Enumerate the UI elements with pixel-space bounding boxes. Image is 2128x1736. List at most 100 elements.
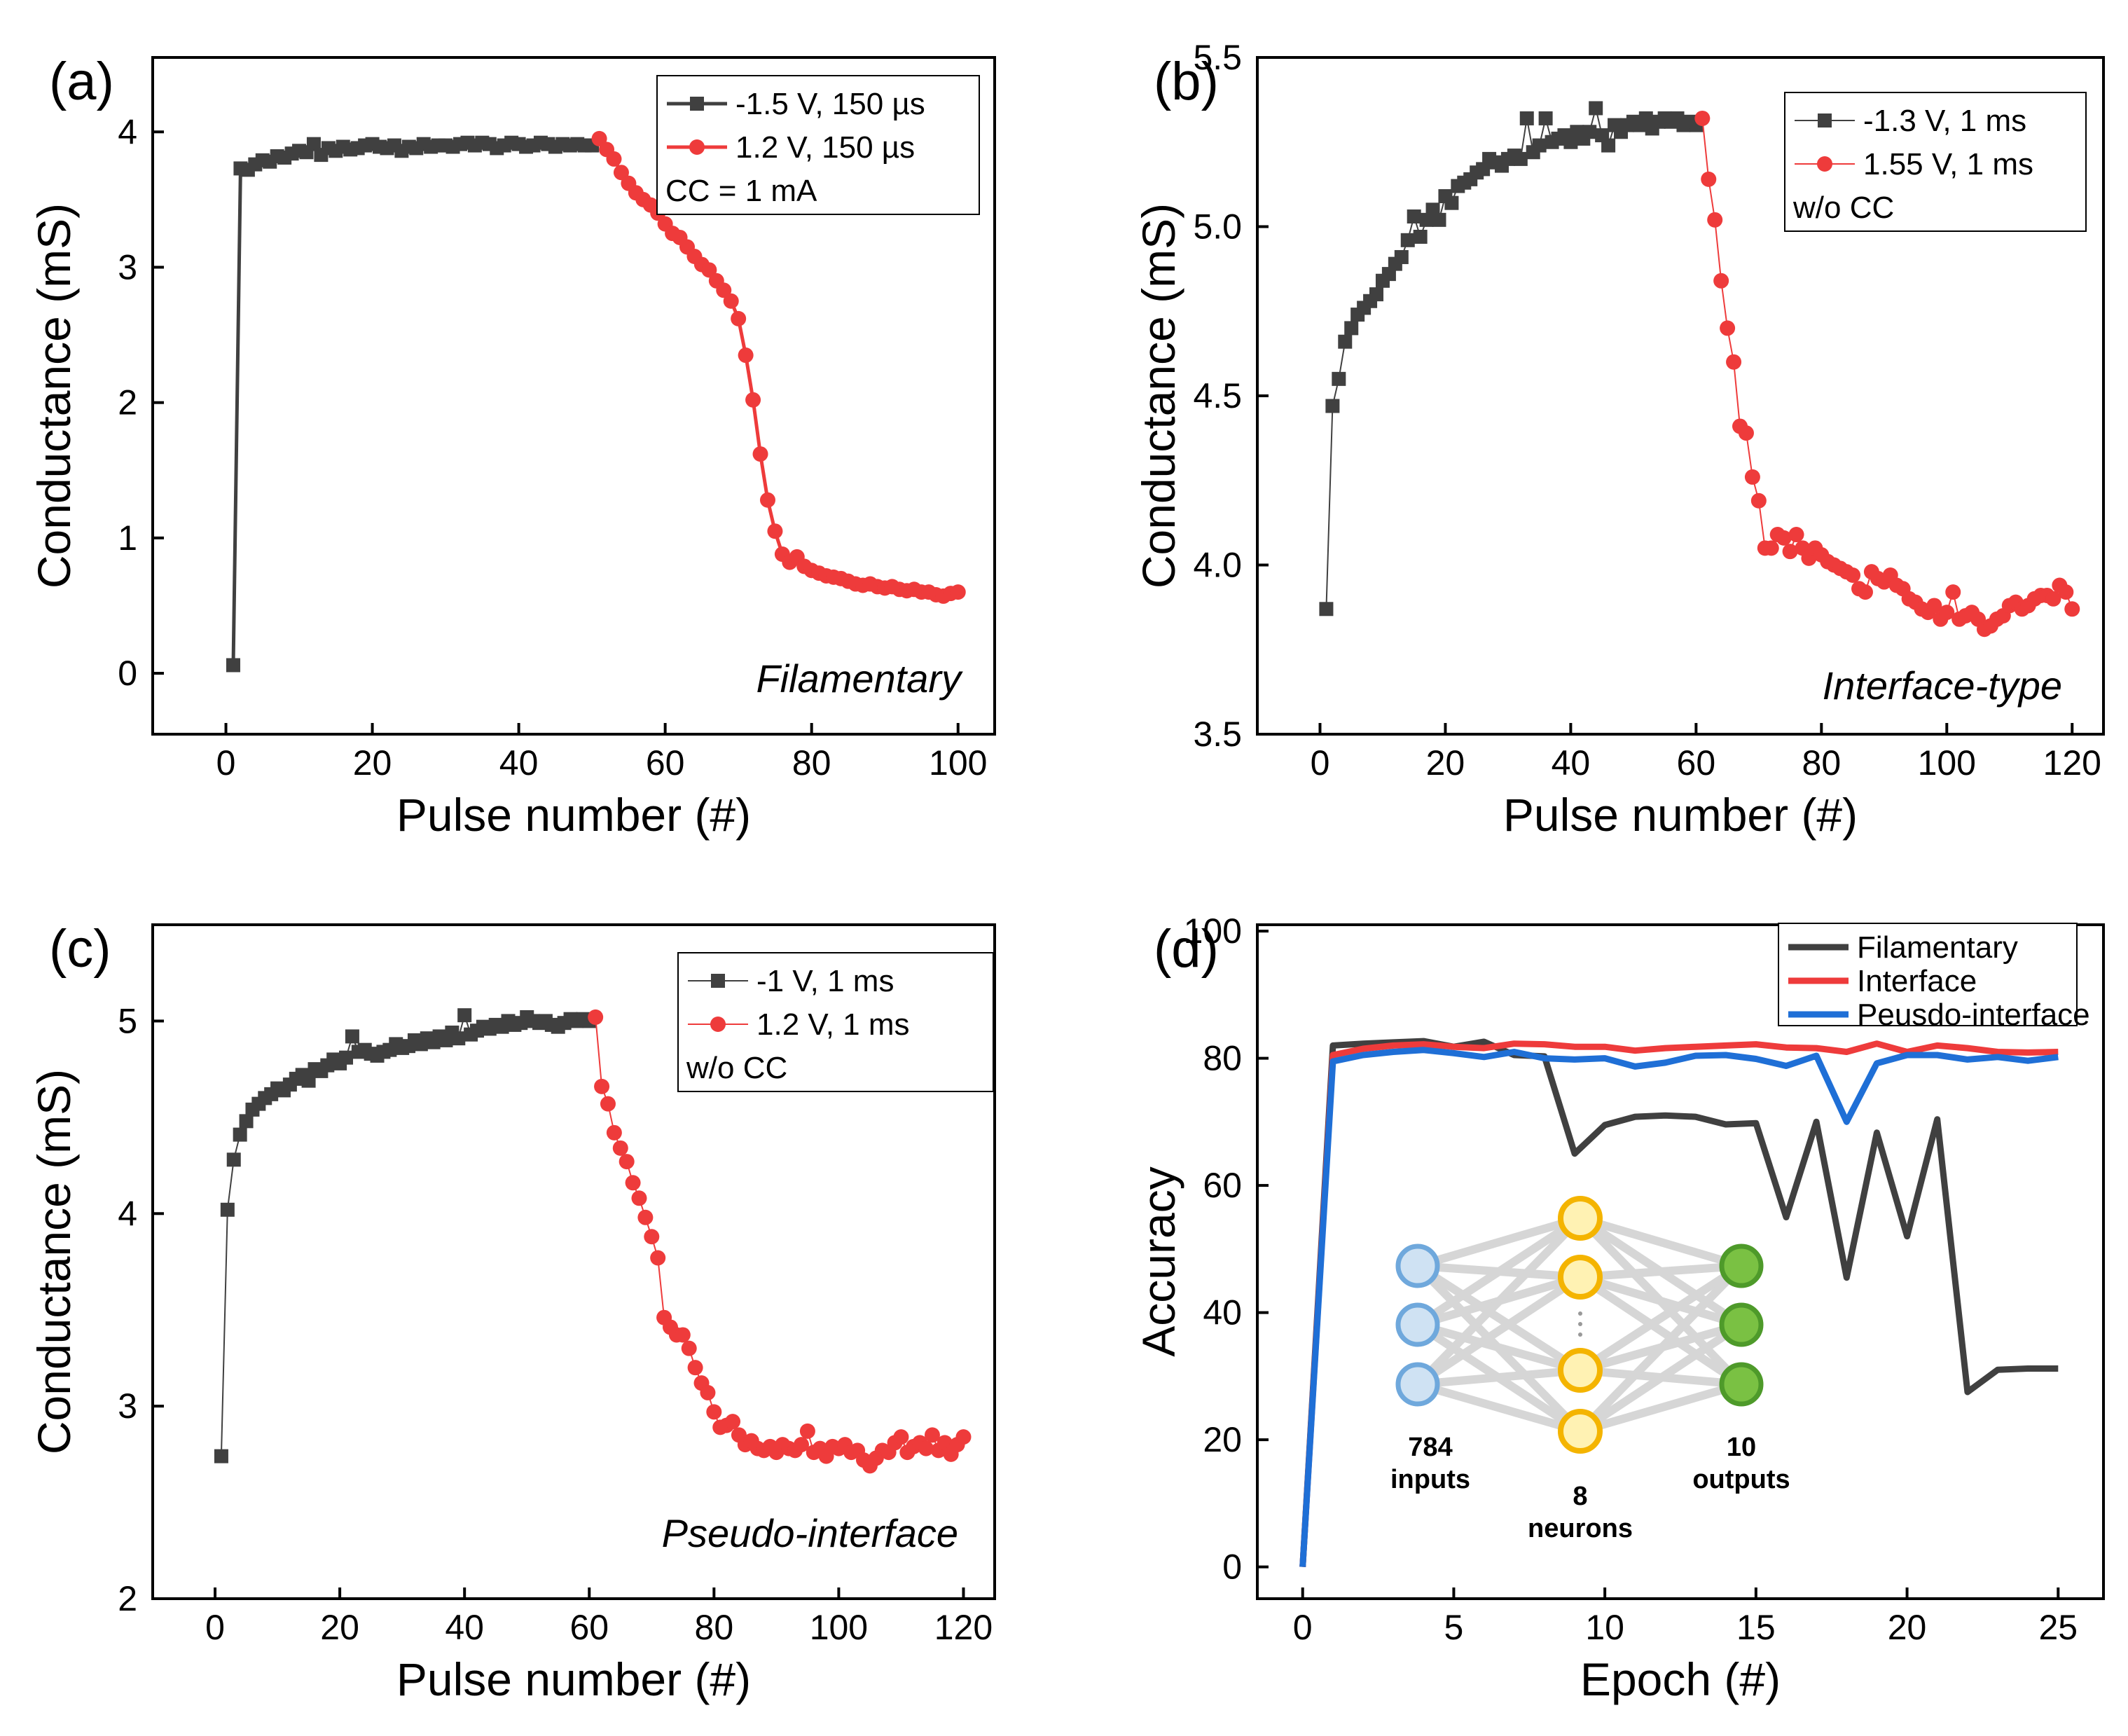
connection (1417, 1366, 1581, 1389)
data-point (650, 1250, 666, 1266)
panel-0: 0 20 40 60 80 100 0 1 2 3 4 Pulse number (#) Conduct… (28, 52, 996, 841)
ellipsis-dot (1578, 1311, 1582, 1316)
legend-label: -1 V, 1 ms (756, 964, 894, 998)
x-axis-title: Epoch (#) (1580, 1653, 1781, 1705)
data-point (1726, 354, 1742, 370)
x-tick-label: 80 (1802, 743, 1842, 783)
device-type-annotation: Pseudo-interface (662, 1511, 958, 1555)
legend: -1.3 V, 1 ms 1.55 V, 1 ms w/o CC (1784, 92, 2087, 232)
legend-label: Peusdo-interface (1857, 998, 2090, 1032)
output-neuron (1719, 1302, 1764, 1347)
y-tick-label: 0 (1222, 1548, 1242, 1587)
x-tick-label: 0 (216, 743, 236, 783)
data-point (1750, 492, 1767, 509)
y-tick-label: 4.0 (1193, 546, 1242, 585)
y-tick-label: 5.0 (1193, 207, 1242, 247)
y-tick-label: 4 (118, 112, 137, 151)
data-point (625, 1175, 641, 1191)
data-point (1319, 602, 1334, 616)
y-axis-title: Conductance (mS) (28, 203, 80, 588)
y-tick-label: 4 (118, 1194, 137, 1233)
y-tick-label: 100 (1184, 911, 1242, 951)
data-point (1707, 212, 1723, 228)
data-point (918, 1440, 934, 1456)
data-point (1713, 273, 1729, 289)
y-tick-label: 60 (1203, 1166, 1242, 1205)
data-point (1582, 125, 1597, 139)
device-type-annotation: Interface-type (1823, 663, 2062, 708)
legend-marker-0 (690, 97, 704, 111)
data-point (745, 392, 761, 408)
input-neuron (1395, 1362, 1440, 1407)
data-point (600, 1096, 616, 1112)
data-point (1776, 530, 1792, 546)
data-point (226, 658, 240, 673)
x-tick-label: 40 (445, 1608, 484, 1647)
legend-label: 1.2 V, 150 µs (735, 130, 915, 165)
y-tick-label: 80 (1203, 1039, 1242, 1078)
legend-label: -1.3 V, 1 ms (1863, 104, 2026, 138)
series-line-0 (220, 1014, 590, 1456)
data-point (591, 130, 607, 146)
x-tick-label: 60 (646, 743, 685, 783)
x-axis-title: Pulse number (#) (1503, 789, 1858, 841)
data-point (1945, 584, 1961, 600)
data-point (2064, 601, 2080, 617)
legend-marker-1 (710, 1017, 726, 1032)
data-point (1857, 584, 1873, 600)
data-point (1694, 110, 1711, 126)
inset-label: 8 (1573, 1482, 1587, 1511)
data-point (1538, 111, 1553, 125)
data-point (588, 1009, 604, 1025)
x-tick-label: 0 (1311, 743, 1330, 783)
y-tick-label: 5 (118, 1001, 137, 1040)
connection (1580, 1262, 1742, 1281)
data-point (631, 1190, 647, 1206)
x-tick-label: 60 (569, 1608, 609, 1647)
legend-note: w/o CC (1792, 191, 1894, 225)
x-tick-label: 40 (499, 743, 539, 783)
inset-label: outputs (1692, 1465, 1790, 1494)
legend-marker-1 (689, 139, 705, 155)
legend: -1 V, 1 ms 1.2 V, 1 ms w/o CC (677, 952, 994, 1092)
data-point (1519, 111, 1534, 125)
data-point (799, 1423, 815, 1439)
data-point (700, 1384, 716, 1400)
data-point (239, 1114, 254, 1129)
hidden-neuron (1558, 1409, 1603, 1454)
data-point (619, 1154, 635, 1170)
x-tick-label: 0 (1293, 1608, 1313, 1647)
panel-label: (d) (1154, 919, 1219, 979)
y-tick-label: 2 (118, 1579, 137, 1618)
x-tick-label: 80 (792, 743, 831, 783)
x-tick-label: 40 (1552, 743, 1591, 783)
data-point (306, 137, 321, 151)
data-point (1513, 151, 1528, 166)
y-tick-label: 3 (118, 1386, 137, 1426)
data-point (1788, 527, 1804, 543)
output-neuron (1719, 1362, 1764, 1407)
connection (1577, 1262, 1744, 1375)
data-point (339, 1050, 354, 1065)
data-point (1369, 287, 1384, 302)
data-point (1338, 334, 1353, 349)
connection (1579, 1380, 1743, 1435)
x-axis-title: Pulse number (#) (396, 789, 751, 841)
connection (1414, 1215, 1584, 1388)
data-point (1744, 469, 1760, 485)
connection (1577, 1274, 1744, 1388)
legend-marker-1 (1817, 156, 1832, 172)
data-point (1400, 233, 1415, 247)
legend-label: 1.55 V, 1 ms (1863, 147, 2033, 181)
y-tick-label: 3 (118, 247, 137, 287)
data-point (1432, 212, 1446, 227)
data-point (1394, 249, 1409, 264)
device-type-annotation: Filamentary (756, 656, 963, 701)
x-tick-label: 15 (1736, 1608, 1776, 1647)
data-point (1601, 138, 1616, 153)
x-tick-label: 20 (1426, 743, 1465, 783)
x-tick-label: 20 (320, 1608, 359, 1647)
data-point (457, 1008, 472, 1023)
data-point (1720, 320, 1736, 336)
data-point (226, 1152, 241, 1167)
